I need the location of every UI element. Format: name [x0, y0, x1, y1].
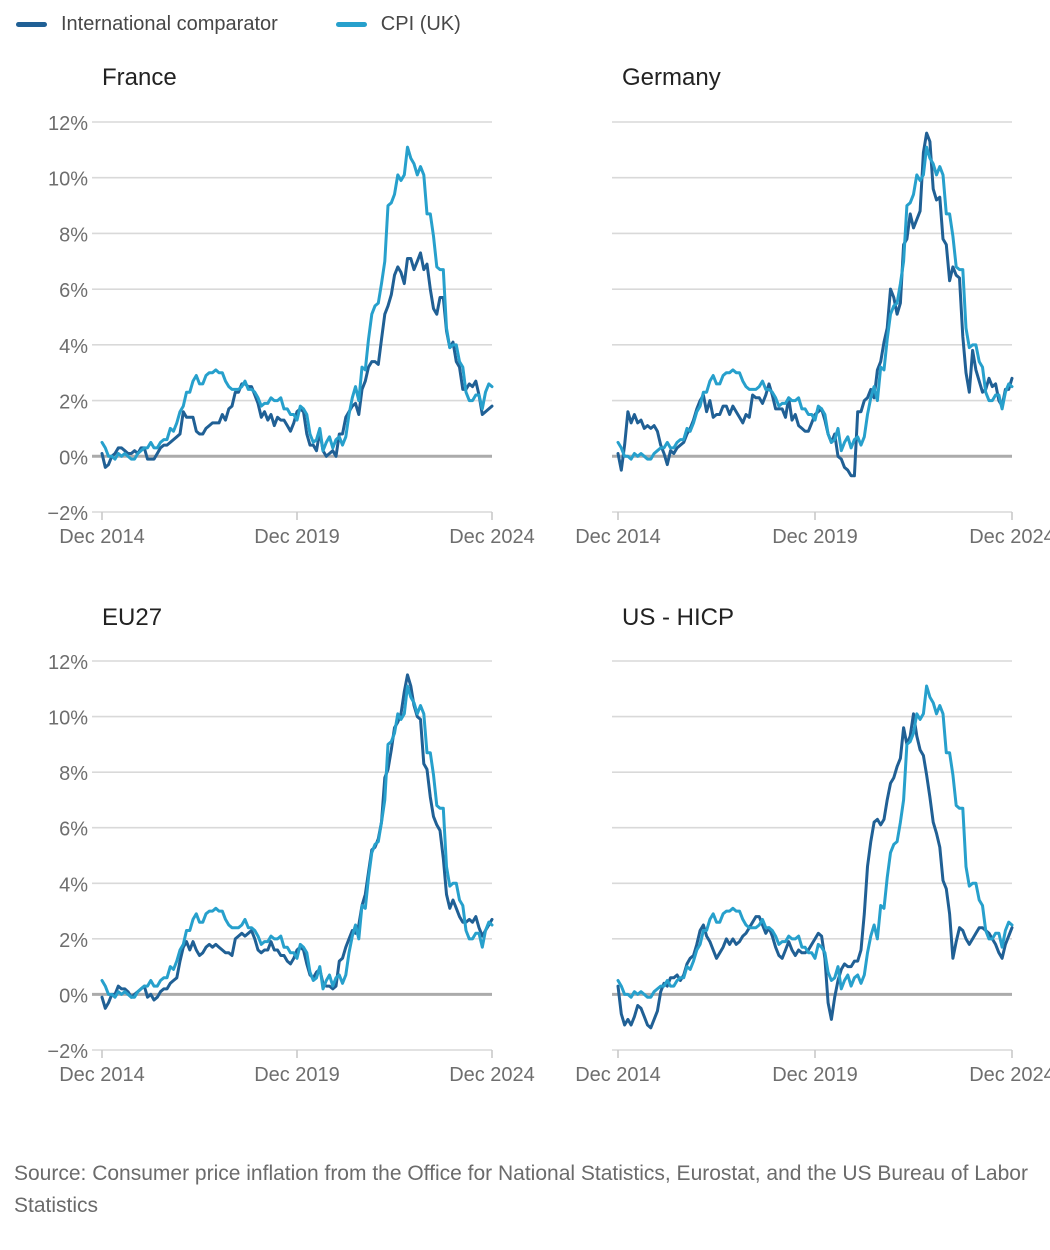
y-tick-label: 0%: [59, 447, 88, 469]
x-tick-label: Dec 2014: [59, 526, 145, 548]
panel-title-france: France: [102, 64, 177, 91]
y-tick-label: 0%: [59, 985, 88, 1007]
panel-title-us-hicp: US - HICP: [622, 604, 735, 631]
x-tick-label: Dec 2019: [254, 1064, 340, 1086]
x-tick-label: Dec 2019: [254, 526, 340, 548]
legend-label-international-comparator: International comparator: [61, 13, 278, 35]
series-cpi-uk: [100, 145, 494, 461]
international-comparator-swatch: [16, 22, 47, 27]
y-tick-label: 10%: [48, 169, 88, 191]
y-tick-label: 2%: [59, 392, 88, 414]
legend-item-international-comparator: International comparator: [16, 13, 278, 36]
series-cpi-uk: [616, 684, 1014, 999]
y-tick-label: 12%: [48, 652, 88, 674]
x-tick-label: Dec 2014: [59, 1064, 145, 1086]
cpi-uk-swatch: [335, 22, 367, 27]
legend-item-cpi-uk: CPI (UK): [335, 13, 461, 36]
series-international-comparator: [616, 131, 1014, 478]
source-note: Source: Consumer price inflation from th…: [14, 1162, 1028, 1217]
x-tick-label: Dec 2019: [772, 526, 858, 548]
y-tick-label: −2%: [47, 1041, 88, 1063]
panel-title-germany: Germany: [622, 64, 721, 91]
y-tick-label: 8%: [59, 763, 88, 785]
y-tick-label: 6%: [59, 280, 88, 302]
y-tick-label: 12%: [48, 113, 88, 135]
x-tick-label: Dec 2024: [449, 1064, 535, 1086]
x-tick-label: Dec 2024: [449, 526, 535, 548]
series-cpi-uk: [616, 145, 1014, 461]
y-tick-label: 4%: [59, 336, 88, 358]
y-tick-label: 6%: [59, 819, 88, 841]
x-tick-label: Dec 2014: [575, 526, 661, 548]
y-tick-label: 4%: [59, 874, 88, 896]
series-cpi-uk: [100, 684, 494, 999]
series-international-comparator: [100, 673, 494, 1010]
y-tick-label: 8%: [59, 224, 88, 246]
x-tick-label: Dec 2024: [969, 1064, 1050, 1086]
series-international-comparator: [100, 251, 494, 469]
y-tick-label: 2%: [59, 930, 88, 952]
x-tick-label: Dec 2014: [575, 1064, 661, 1086]
y-tick-label: −2%: [47, 503, 88, 525]
legend-label-cpi-uk: CPI (UK): [380, 13, 461, 35]
x-tick-label: Dec 2024: [969, 526, 1050, 548]
legend: International comparator CPI (UK): [16, 13, 461, 36]
x-tick-label: Dec 2019: [772, 1064, 858, 1086]
y-tick-label: 10%: [48, 708, 88, 730]
panel-title-eu27: EU27: [102, 604, 163, 631]
